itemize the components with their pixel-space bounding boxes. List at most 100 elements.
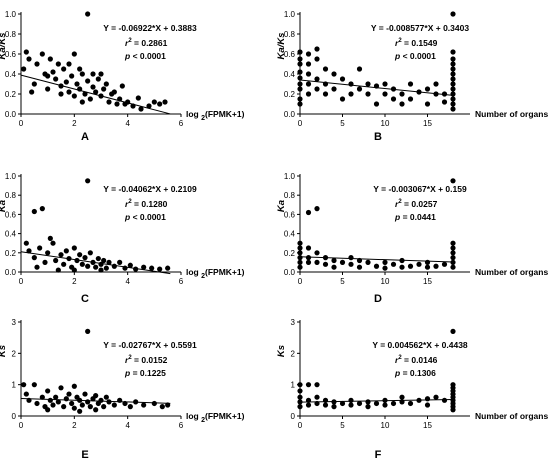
- data-point: [85, 178, 91, 184]
- data-point: [29, 89, 35, 95]
- data-point: [450, 11, 456, 17]
- data-point: [114, 101, 120, 107]
- data-point: [424, 86, 431, 92]
- data-point: [390, 400, 397, 407]
- data-point: [98, 267, 104, 273]
- data-point: [305, 51, 312, 57]
- data-point: [71, 405, 77, 411]
- x-axis-label: Number of organs: [475, 267, 548, 277]
- y-tick-label: 0.6: [284, 210, 296, 219]
- data-point: [356, 264, 363, 270]
- data-point: [31, 81, 37, 87]
- x-axis-label: Number of organs: [475, 109, 548, 119]
- data-point: [450, 328, 456, 334]
- data-point: [93, 393, 99, 399]
- data-point: [331, 264, 337, 270]
- data-point: [433, 91, 439, 97]
- regression-equation: Y = 0.004562*X + 0.4438: [372, 340, 468, 350]
- data-point: [348, 81, 354, 87]
- data-point: [23, 391, 29, 397]
- data-point: [85, 399, 91, 405]
- x-tick-label: 10: [381, 277, 390, 286]
- data-point: [297, 96, 303, 102]
- data-point: [34, 400, 40, 407]
- x-tick-label: 6: [179, 421, 184, 430]
- data-point: [297, 49, 303, 55]
- y-axis-label: Ka: [0, 200, 8, 212]
- data-point: [450, 86, 456, 92]
- y-tick-label: 0.4: [5, 70, 17, 79]
- data-point: [450, 66, 456, 72]
- regression-line: [20, 251, 171, 275]
- data-point: [69, 400, 75, 407]
- data-point: [348, 255, 354, 261]
- data-point: [117, 96, 123, 102]
- data-point: [79, 402, 85, 408]
- data-point: [450, 76, 456, 82]
- y-tick-label: 0.2: [5, 90, 17, 99]
- data-point: [305, 91, 312, 97]
- data-point: [47, 235, 53, 241]
- data-point: [138, 106, 144, 112]
- data-point: [373, 101, 380, 107]
- y-tick-label: 0.0: [5, 110, 17, 119]
- data-point: [356, 257, 363, 264]
- data-point: [297, 382, 303, 388]
- y-tick-label: 0.0: [284, 268, 296, 277]
- x-axis-label: log 2(FPMK+1): [186, 267, 245, 280]
- y-tick-label: 0.8: [5, 30, 17, 39]
- data-point: [297, 264, 303, 270]
- data-point: [382, 265, 388, 271]
- data-point: [382, 91, 388, 97]
- data-point: [111, 263, 117, 269]
- data-point: [85, 328, 91, 334]
- data-point: [47, 56, 53, 62]
- x-tick-label: 0: [298, 277, 303, 286]
- data-point: [69, 73, 75, 79]
- r-squared: r2 = 0.1280: [125, 199, 168, 209]
- panel-letter: E: [81, 449, 88, 461]
- data-point: [348, 397, 354, 403]
- data-point: [322, 261, 329, 267]
- y-tick-label: 0: [12, 412, 17, 421]
- data-point: [297, 259, 303, 265]
- data-point: [416, 261, 422, 267]
- x-tick-label: 15: [423, 421, 432, 430]
- data-point: [93, 89, 99, 95]
- p-value: p = 0.0441: [394, 212, 436, 222]
- data-point: [441, 397, 448, 403]
- data-point: [85, 263, 91, 269]
- regression-line: [20, 397, 171, 404]
- data-point: [74, 81, 80, 87]
- data-point: [314, 400, 320, 407]
- p-value: p < 0.0001: [124, 212, 166, 222]
- data-point: [74, 257, 80, 264]
- data-point: [297, 245, 303, 251]
- data-point: [151, 400, 157, 407]
- data-point: [348, 261, 354, 267]
- panel-letter: D: [374, 293, 382, 305]
- data-point: [416, 89, 422, 95]
- x-tick-label: 4: [125, 119, 130, 128]
- data-point: [61, 66, 67, 72]
- data-point: [390, 261, 397, 267]
- x-tick-label: 0: [19, 421, 24, 430]
- data-point: [305, 402, 312, 408]
- data-point: [450, 81, 456, 87]
- data-point: [331, 86, 337, 92]
- y-tick-label: 0: [291, 412, 296, 421]
- data-point: [66, 89, 72, 95]
- data-point: [98, 93, 104, 99]
- data-point: [31, 382, 37, 388]
- data-point: [314, 76, 320, 82]
- data-point: [407, 81, 414, 87]
- data-point: [305, 382, 312, 388]
- data-point: [305, 61, 312, 67]
- data-point: [122, 265, 128, 271]
- data-point: [433, 81, 439, 87]
- data-point: [127, 404, 133, 410]
- data-point: [26, 56, 32, 62]
- data-point: [34, 264, 40, 270]
- data-point: [365, 81, 371, 87]
- y-tick-label: 0.4: [284, 230, 296, 239]
